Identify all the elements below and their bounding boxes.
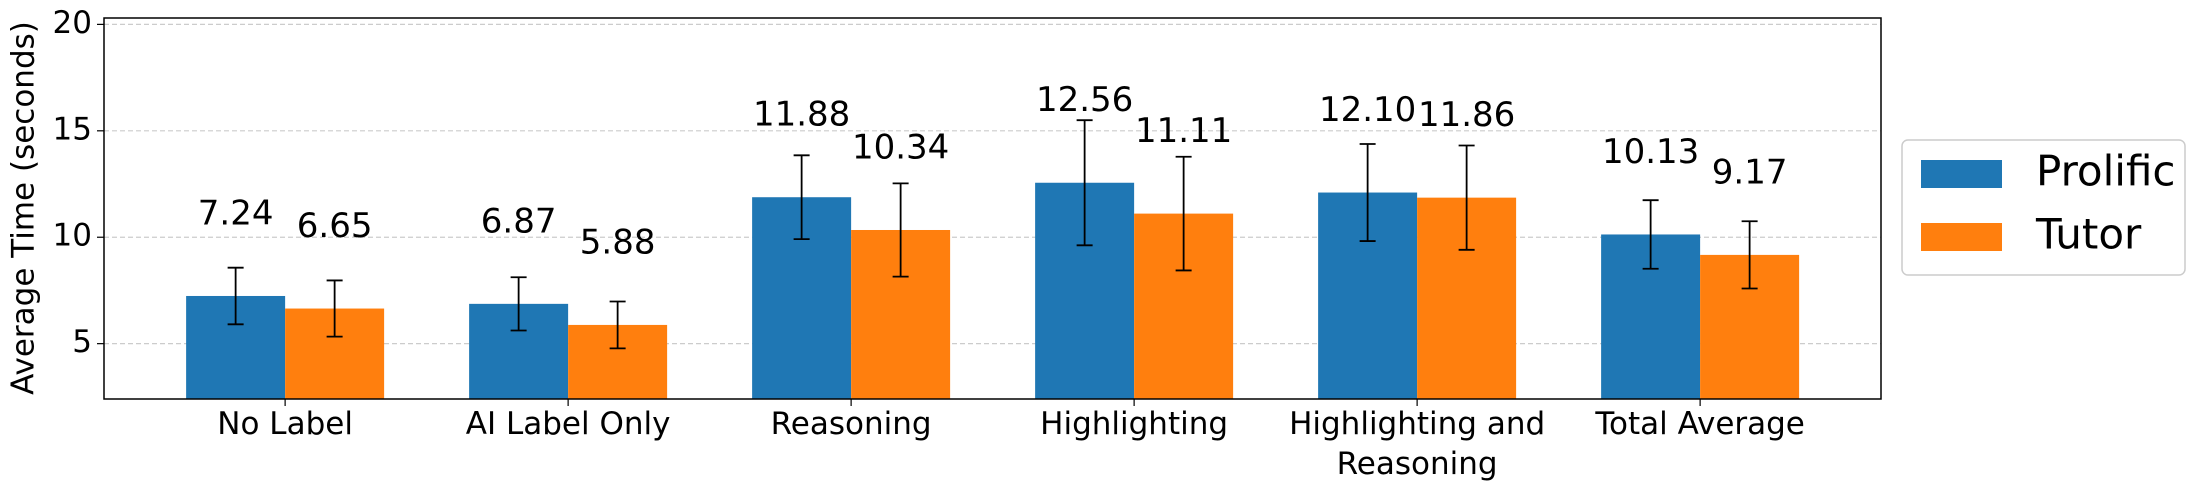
value-label: 11.86: [1418, 95, 1515, 135]
x-tick-label: No Label: [217, 406, 353, 442]
y-tick-label: 15: [53, 111, 92, 147]
legend: Prolific Tutor: [1901, 139, 2186, 276]
value-label: 6.87: [481, 201, 557, 241]
legend-label: Tutor: [2035, 210, 2142, 259]
plot-frame: [103, 17, 1882, 400]
legend-swatch: [1921, 160, 2002, 188]
y-tick-label: 10: [53, 218, 92, 254]
value-label: 12.56: [1036, 80, 1133, 120]
x-tick-label: Total Average: [1594, 406, 1805, 442]
x-tick-label: AI Label Only: [466, 406, 671, 442]
value-label: 11.88: [753, 95, 850, 135]
value-label: 5.88: [580, 222, 656, 262]
value-label: 7.24: [198, 193, 274, 233]
value-label: 10.34: [852, 127, 949, 167]
y-tick-label: 20: [53, 5, 92, 41]
y-axis-label: Average Time (seconds): [6, 21, 42, 395]
x-tick-label: Highlighting: [1040, 406, 1228, 442]
value-label: 9.17: [1712, 152, 1788, 192]
x-tick-label: Reasoning: [771, 406, 932, 442]
value-label: 12.10: [1319, 90, 1416, 130]
legend-label: Prolific: [2036, 147, 2176, 196]
value-label: 10.13: [1602, 132, 1699, 172]
value-label: 6.65: [297, 206, 373, 246]
value-label: 11.11: [1135, 111, 1232, 151]
legend-swatch: [1921, 223, 2002, 251]
y-tick-label: 5: [72, 324, 92, 360]
x-tick-label: Highlighting and Reasoning: [1289, 406, 1545, 482]
